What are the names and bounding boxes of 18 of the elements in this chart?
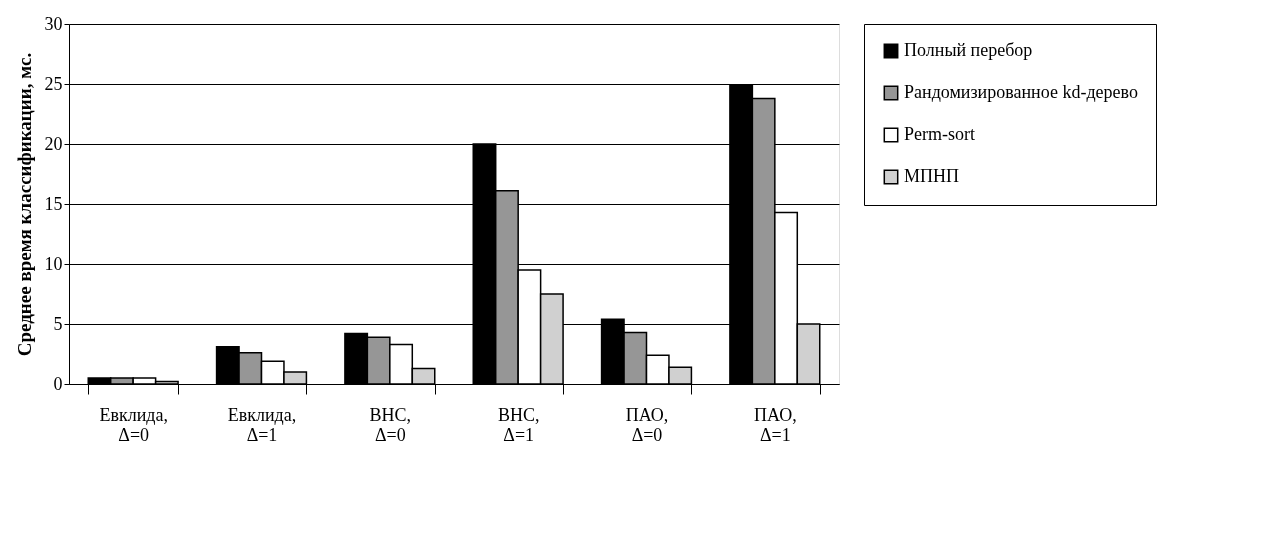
y-tick-label: 5 <box>53 313 63 334</box>
y-tick-label: 15 <box>44 193 63 214</box>
legend-label: Рандомизированное kd-дерево <box>904 82 1138 102</box>
legend-label: МПНП <box>904 166 960 186</box>
x-tick-label: ПАО, Δ=0 <box>625 404 669 445</box>
y-tick-label: 30 <box>44 13 63 34</box>
y-axis-title: Среднее время классификации, мс. <box>13 52 35 357</box>
x-tick-label: Евклида, Δ=1 <box>227 404 297 445</box>
y-tick-label: 10 <box>44 253 63 274</box>
y-tick-label: 20 <box>44 133 63 154</box>
x-tick-label: ПАО, Δ=1 <box>754 404 797 445</box>
legend-label: Полный перебор <box>904 40 1033 60</box>
x-tick-label: ВНС, Δ=0 <box>369 404 412 445</box>
y-tick-label: 25 <box>44 73 63 94</box>
x-tick-label: Евклида, Δ=0 <box>99 404 168 445</box>
x-tick-label: ВНС, Δ=1 <box>497 404 540 445</box>
legend-label: Perm-sort <box>904 124 975 144</box>
y-tick-label: 0 <box>53 373 63 394</box>
